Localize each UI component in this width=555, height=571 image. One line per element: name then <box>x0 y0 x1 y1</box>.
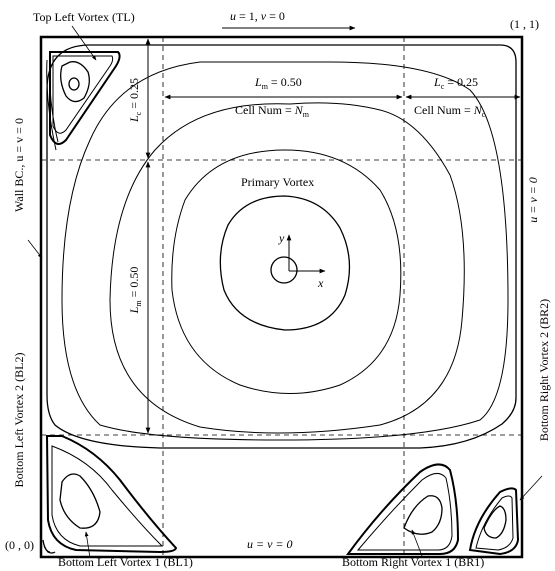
corner-top-right: (1 , 1) <box>510 17 539 31</box>
dim-lm-horizontal-label: Lm = 0.50 <box>254 75 302 91</box>
arrow-top-left-vortex <box>71 25 97 61</box>
cavity-boundary <box>39 35 524 559</box>
y-axis-label: y <box>278 231 285 245</box>
left-wall-boundary-condition: Wall BC., u = v = 0 <box>12 118 26 212</box>
dim-lc-horizontal-label: Lc = 0.25 <box>433 75 478 91</box>
corner-bottom-left: (0 , 0) <box>5 538 34 552</box>
arrow-bottom-right-vortex-1 <box>411 529 423 557</box>
label-bottom-right-vortex-2: Bottom Right Vortex 2 (BR2) <box>537 299 551 441</box>
bottom-left-vortices <box>42 435 178 554</box>
label-primary-vortex: Primary Vortex <box>241 175 314 189</box>
arrow-bottom-right-vortex-2 <box>519 475 543 501</box>
mesh-division-lines <box>41 37 522 557</box>
cell-num-corner: Cell Num = Nc <box>414 103 486 119</box>
primary-vortex-streamlines <box>46 44 517 449</box>
x-axis-label: x <box>317 276 324 290</box>
bottom-boundary-condition: u = v = 0 <box>247 537 293 551</box>
lid-condition: u = 1, v = 0 <box>230 9 285 23</box>
bottom-right-vortices <box>346 463 520 556</box>
label-bottom-left-vortex-1: Bottom Left Vortex 1 (BL1) <box>58 555 193 569</box>
label-bottom-right-vortex-1: Bottom Right Vortex 1 (BR1) <box>342 555 484 569</box>
arrow-bottom-left-vortex-1 <box>84 531 91 559</box>
top-left-vortex <box>46 51 121 151</box>
label-top-left-vortex: Top Left Vortex (TL) <box>33 10 135 24</box>
cell-num-main: Cell Num = Nm <box>235 103 310 119</box>
label-bottom-left-vortex-2: Bottom Left Vortex 2 (BL2) <box>12 353 26 488</box>
arrow-wall-bc <box>27 239 43 259</box>
right-boundary-condition: u = v = 0 <box>526 177 540 223</box>
dim-lc-vertical-label: Lc = 0.25 <box>127 78 143 123</box>
dim-lm-vertical-label: Lm = 0.50 <box>127 267 143 315</box>
